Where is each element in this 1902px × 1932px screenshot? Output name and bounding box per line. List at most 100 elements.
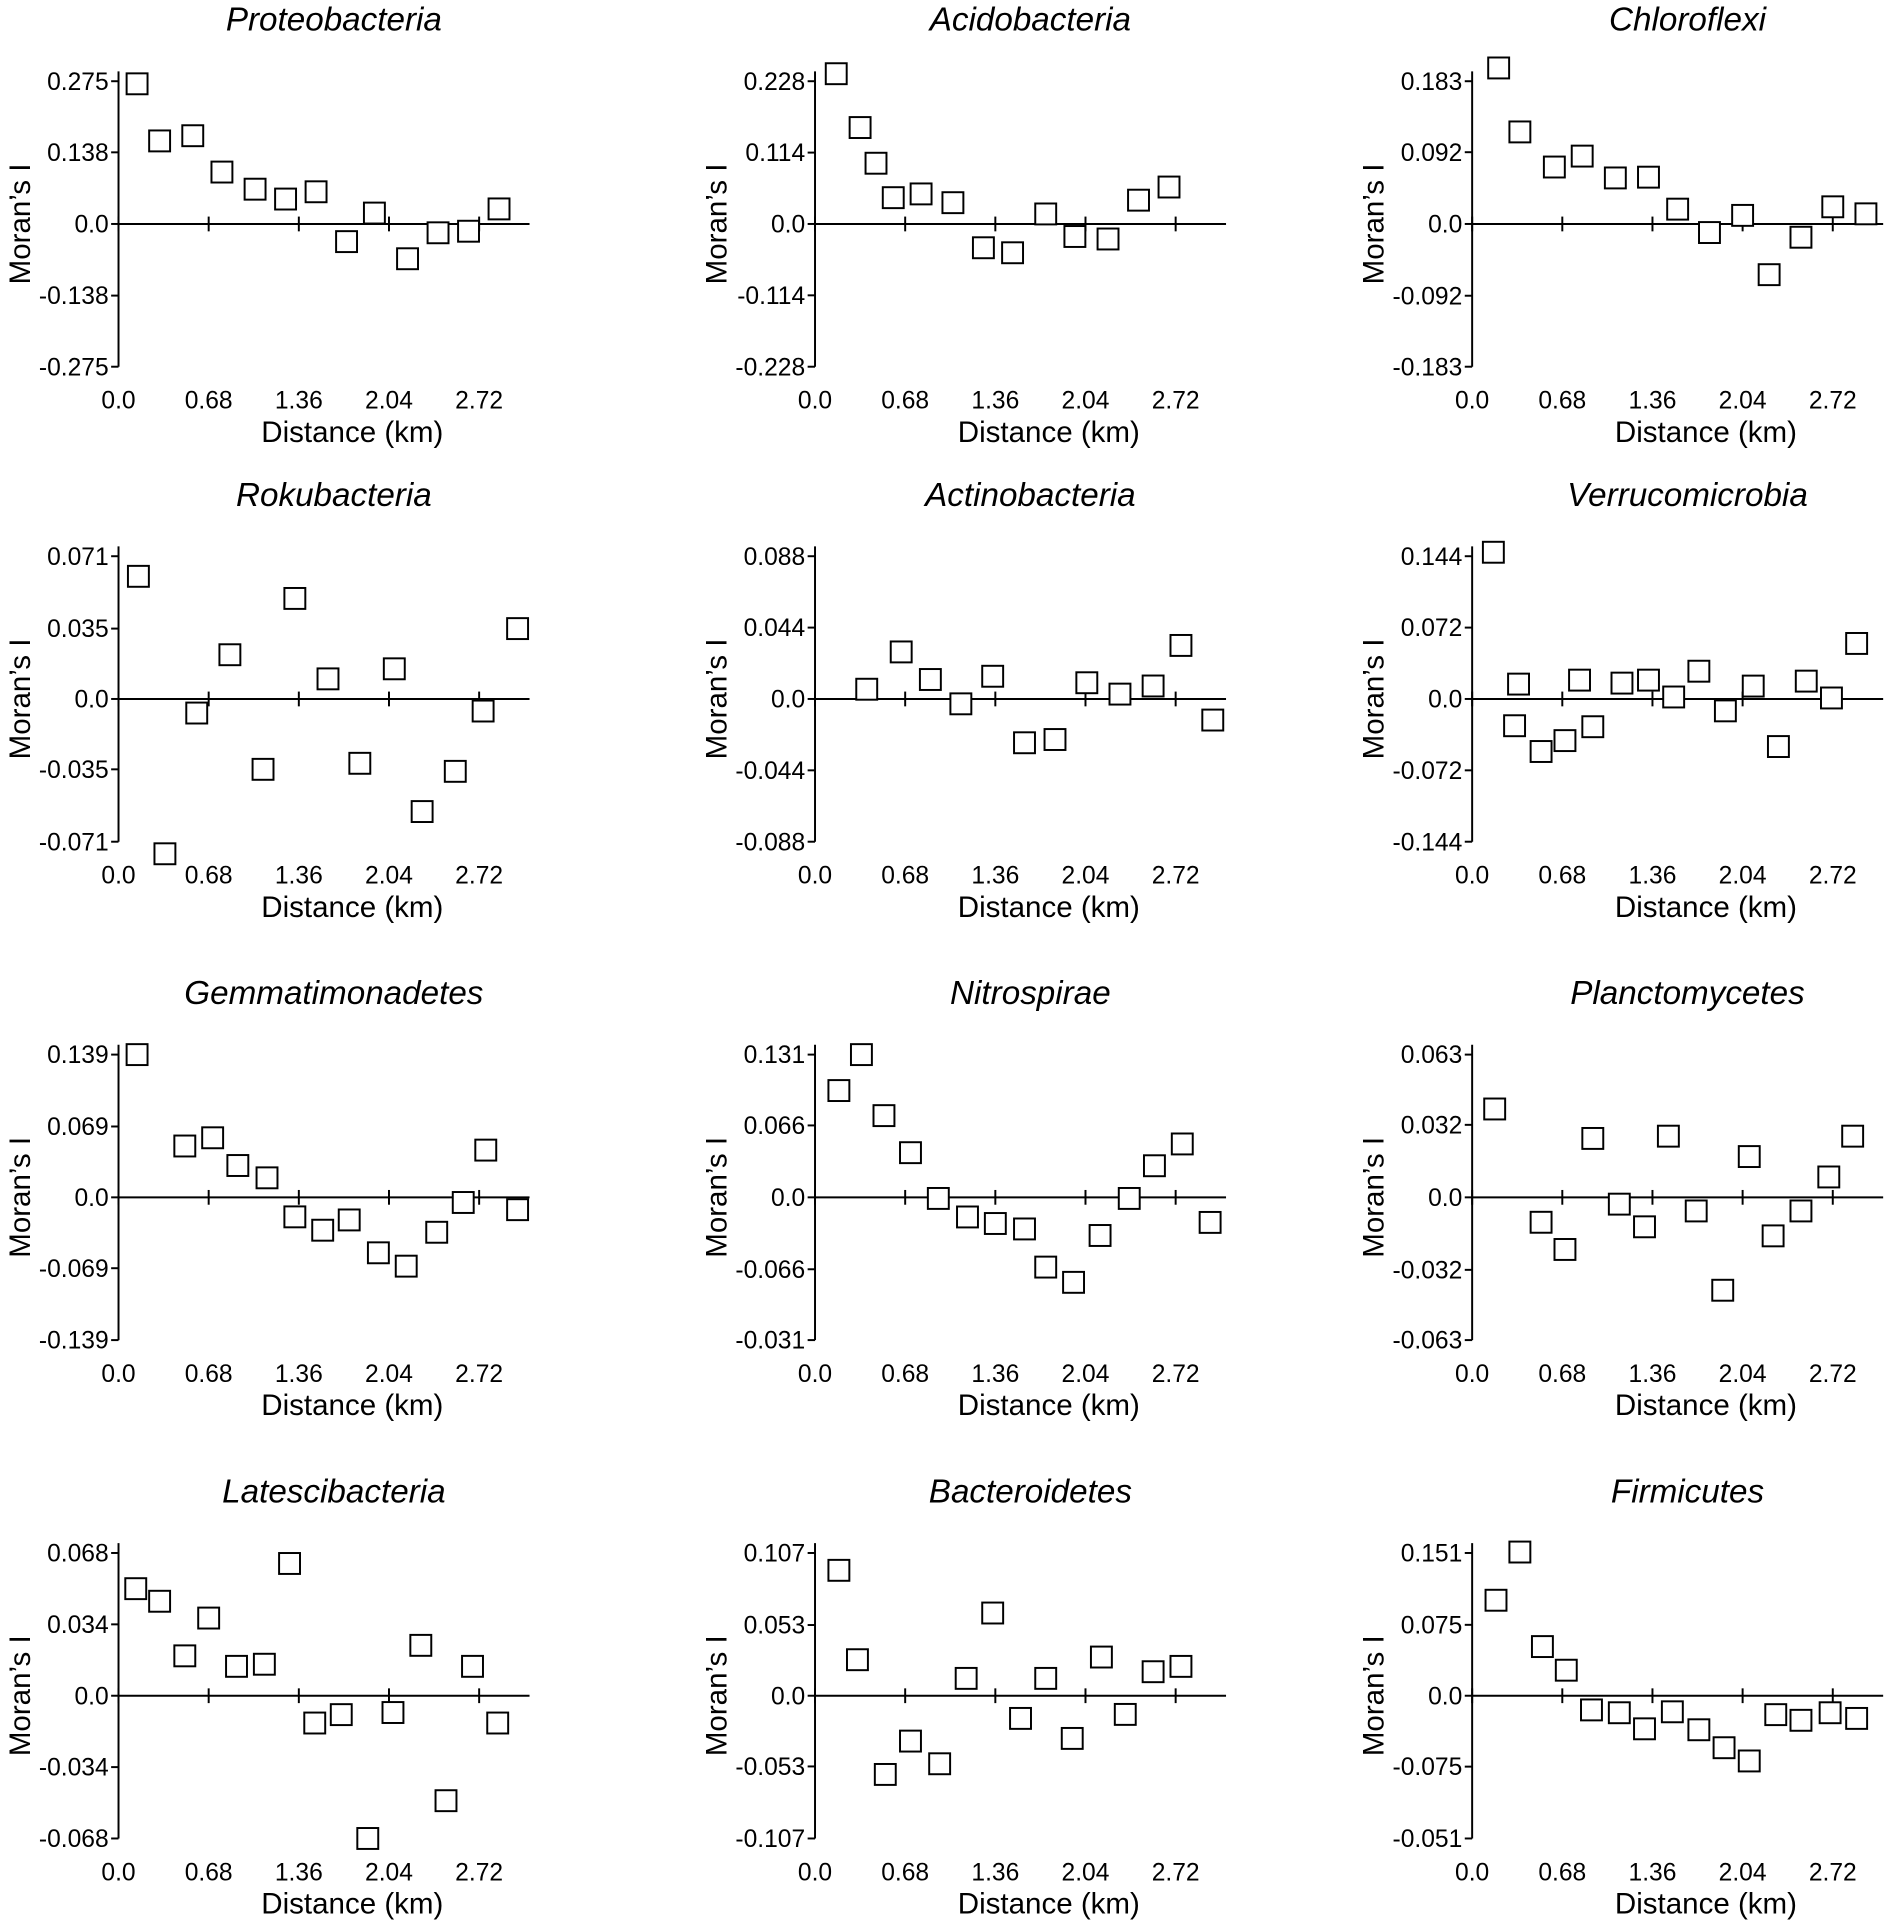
marker <box>1607 1192 1631 1216</box>
marker <box>303 1711 327 1735</box>
y-tick-label: -0.071 <box>39 829 109 856</box>
x-tick-label: 2.72 <box>455 1361 503 1388</box>
x-tick-label: 2.72 <box>1152 1859 1200 1886</box>
panel: Planctomycetes Moran’s I 0.063 0.032 0.0 -0.0… <box>1358 975 1884 1422</box>
marker <box>283 1205 307 1229</box>
marker <box>382 657 406 681</box>
panel-title: Actinobacteria <box>923 477 1136 514</box>
y-tick-label: 0.114 <box>745 140 805 167</box>
marker <box>218 643 242 667</box>
marker <box>983 1212 1007 1235</box>
y-tick-label: -0.035 <box>39 757 109 784</box>
x-tick-label: 0.0 <box>101 388 135 415</box>
marker <box>426 221 450 245</box>
marker <box>918 668 942 691</box>
x-tick-label: 1.36 <box>1629 1859 1677 1886</box>
marker <box>1637 668 1660 692</box>
marker <box>941 191 965 215</box>
x-tick-label: 0.68 <box>1538 1361 1586 1388</box>
marker <box>846 1648 869 1672</box>
y-tick-label: 0.063 <box>1401 1042 1463 1069</box>
y-axis-label: Moran’s I <box>1358 1137 1391 1258</box>
x-axis-label: Distance (km) <box>958 1888 1140 1921</box>
panel-title: Chloroflexi <box>1609 2 1768 39</box>
marker <box>1570 144 1594 168</box>
x-tick-label: 2.04 <box>365 863 413 890</box>
y-tick-label: -0.275 <box>39 354 109 381</box>
marker <box>153 842 177 866</box>
x-tick-label: 0.0 <box>1455 1859 1489 1886</box>
panel: Acidobacteria Moran’s I 0.228 0.114 0.0 -0.11… <box>700 2 1227 449</box>
y-axis-label: Moran’s I <box>1358 1635 1391 1756</box>
marker <box>1731 203 1755 227</box>
x-tick-label: 0.68 <box>1538 863 1586 890</box>
y-tick-label: 0.144 <box>1401 544 1463 571</box>
marker <box>185 701 209 725</box>
marker <box>1507 672 1530 696</box>
marker <box>201 1126 225 1150</box>
marker <box>283 586 307 610</box>
x-axis-label: Distance (km) <box>1615 1389 1797 1422</box>
marker <box>849 1043 873 1067</box>
marker <box>1013 1217 1036 1241</box>
y-tick-label: 0.107 <box>744 1541 806 1568</box>
x-tick-label: 2.72 <box>1809 1859 1857 1886</box>
marker <box>1063 225 1087 248</box>
y-tick-label: 0.034 <box>47 1612 109 1639</box>
y-tick-label: -0.075 <box>1393 1754 1463 1781</box>
x-tick-label: 1.36 <box>275 863 323 890</box>
marker <box>1009 1706 1032 1730</box>
marker <box>471 699 495 723</box>
marker <box>1013 731 1036 755</box>
marker <box>1712 1736 1736 1760</box>
marker <box>335 230 359 254</box>
marker <box>506 617 530 641</box>
marker <box>148 129 172 153</box>
marker <box>125 72 149 96</box>
x-tick-label: 2.04 <box>1719 863 1767 890</box>
y-axis-label: Moran’s I <box>4 1635 37 1756</box>
marker <box>506 1198 530 1222</box>
marker <box>928 1752 952 1776</box>
x-tick-label: 1.36 <box>275 1859 323 1886</box>
marker <box>1637 165 1660 189</box>
x-tick-label: 0.0 <box>798 863 832 890</box>
panel: Latescibacteria Moran’s I 0.068 0.034 0.0 -0.… <box>4 1474 530 1921</box>
x-axis-label: Distance (km) <box>261 891 443 924</box>
marker <box>125 1043 149 1067</box>
marker <box>855 677 879 701</box>
x-tick-label: 0.0 <box>1455 1361 1489 1388</box>
marker <box>1845 632 1869 655</box>
y-tick-label: 0.0 <box>74 1683 108 1710</box>
marker <box>210 160 234 184</box>
x-tick-label: 0.68 <box>881 863 929 890</box>
x-tick-label: 2.04 <box>365 1361 413 1388</box>
marker <box>409 1633 433 1657</box>
marker <box>1553 729 1577 753</box>
marker <box>1580 1698 1603 1722</box>
marker <box>1113 1702 1137 1726</box>
y-tick-label: -0.063 <box>1393 1328 1463 1355</box>
marker <box>396 247 419 271</box>
x-tick-label: 1.36 <box>971 863 1019 890</box>
marker <box>899 1729 922 1753</box>
marker <box>1157 175 1181 199</box>
marker <box>827 1079 851 1103</box>
x-axis-label: Distance (km) <box>958 416 1140 449</box>
marker <box>1698 221 1721 244</box>
y-tick-label: -0.032 <box>1393 1257 1463 1284</box>
marker <box>304 180 328 204</box>
marker <box>954 1666 978 1690</box>
marker <box>366 1241 390 1265</box>
marker <box>1487 56 1511 80</box>
panel: Chloroflexi Moran’s I 0.183 0.092 0.0 -0.092 -… <box>1358 2 1884 449</box>
x-tick-label: 0.0 <box>798 388 832 415</box>
marker <box>1529 1210 1553 1234</box>
marker <box>1542 155 1566 179</box>
y-axis-label: Moran’s I <box>4 164 37 285</box>
marker <box>1789 1199 1813 1223</box>
marker <box>1581 1126 1605 1150</box>
x-tick-label: 0.68 <box>881 1859 929 1886</box>
y-tick-label: 0.151 <box>1401 1541 1463 1568</box>
x-tick-label: 0.0 <box>101 1361 135 1388</box>
